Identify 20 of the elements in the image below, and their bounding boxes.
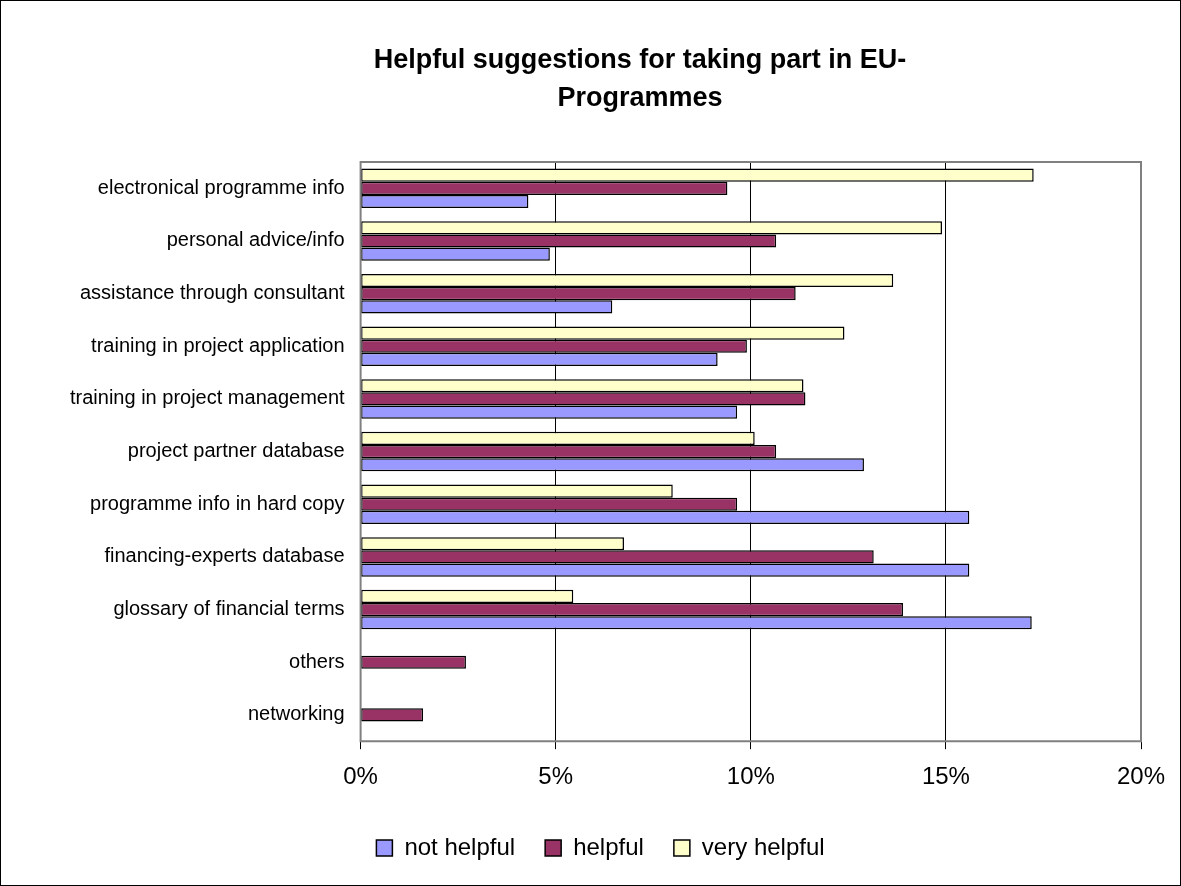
x-tick-label: 5%: [538, 762, 574, 790]
y-tick-label: glossary of financial terms: [113, 597, 345, 620]
y-tick-label: others: [289, 649, 345, 672]
y-tick-label: programme info in hard copy: [90, 491, 345, 514]
x-tick-label: 20%: [1116, 762, 1166, 790]
x-tick-label: 15%: [921, 762, 970, 790]
y-tick-label: personal advice/info: [166, 228, 345, 251]
y-tick-label: training in project management: [69, 386, 346, 409]
chart-title: Helpful suggestions for taking part in EU-Programmes: [372, 43, 908, 114]
x-tick-label: 0%: [343, 762, 378, 790]
legend-label: not helpful: [404, 832, 516, 860]
y-tick-label: networking: [247, 702, 345, 725]
legend-label: helpful: [573, 832, 644, 860]
legend-label: very helpful: [701, 832, 825, 860]
y-tick-label: assistance through consultant: [79, 281, 346, 304]
y-tick-label: training in project application: [91, 333, 345, 356]
y-tick-label: financing-experts database: [104, 544, 345, 567]
y-tick-label: electronical programme info: [97, 175, 345, 198]
x-tick-label: 10%: [726, 762, 775, 790]
y-tick-label: project partner database: [127, 439, 345, 462]
